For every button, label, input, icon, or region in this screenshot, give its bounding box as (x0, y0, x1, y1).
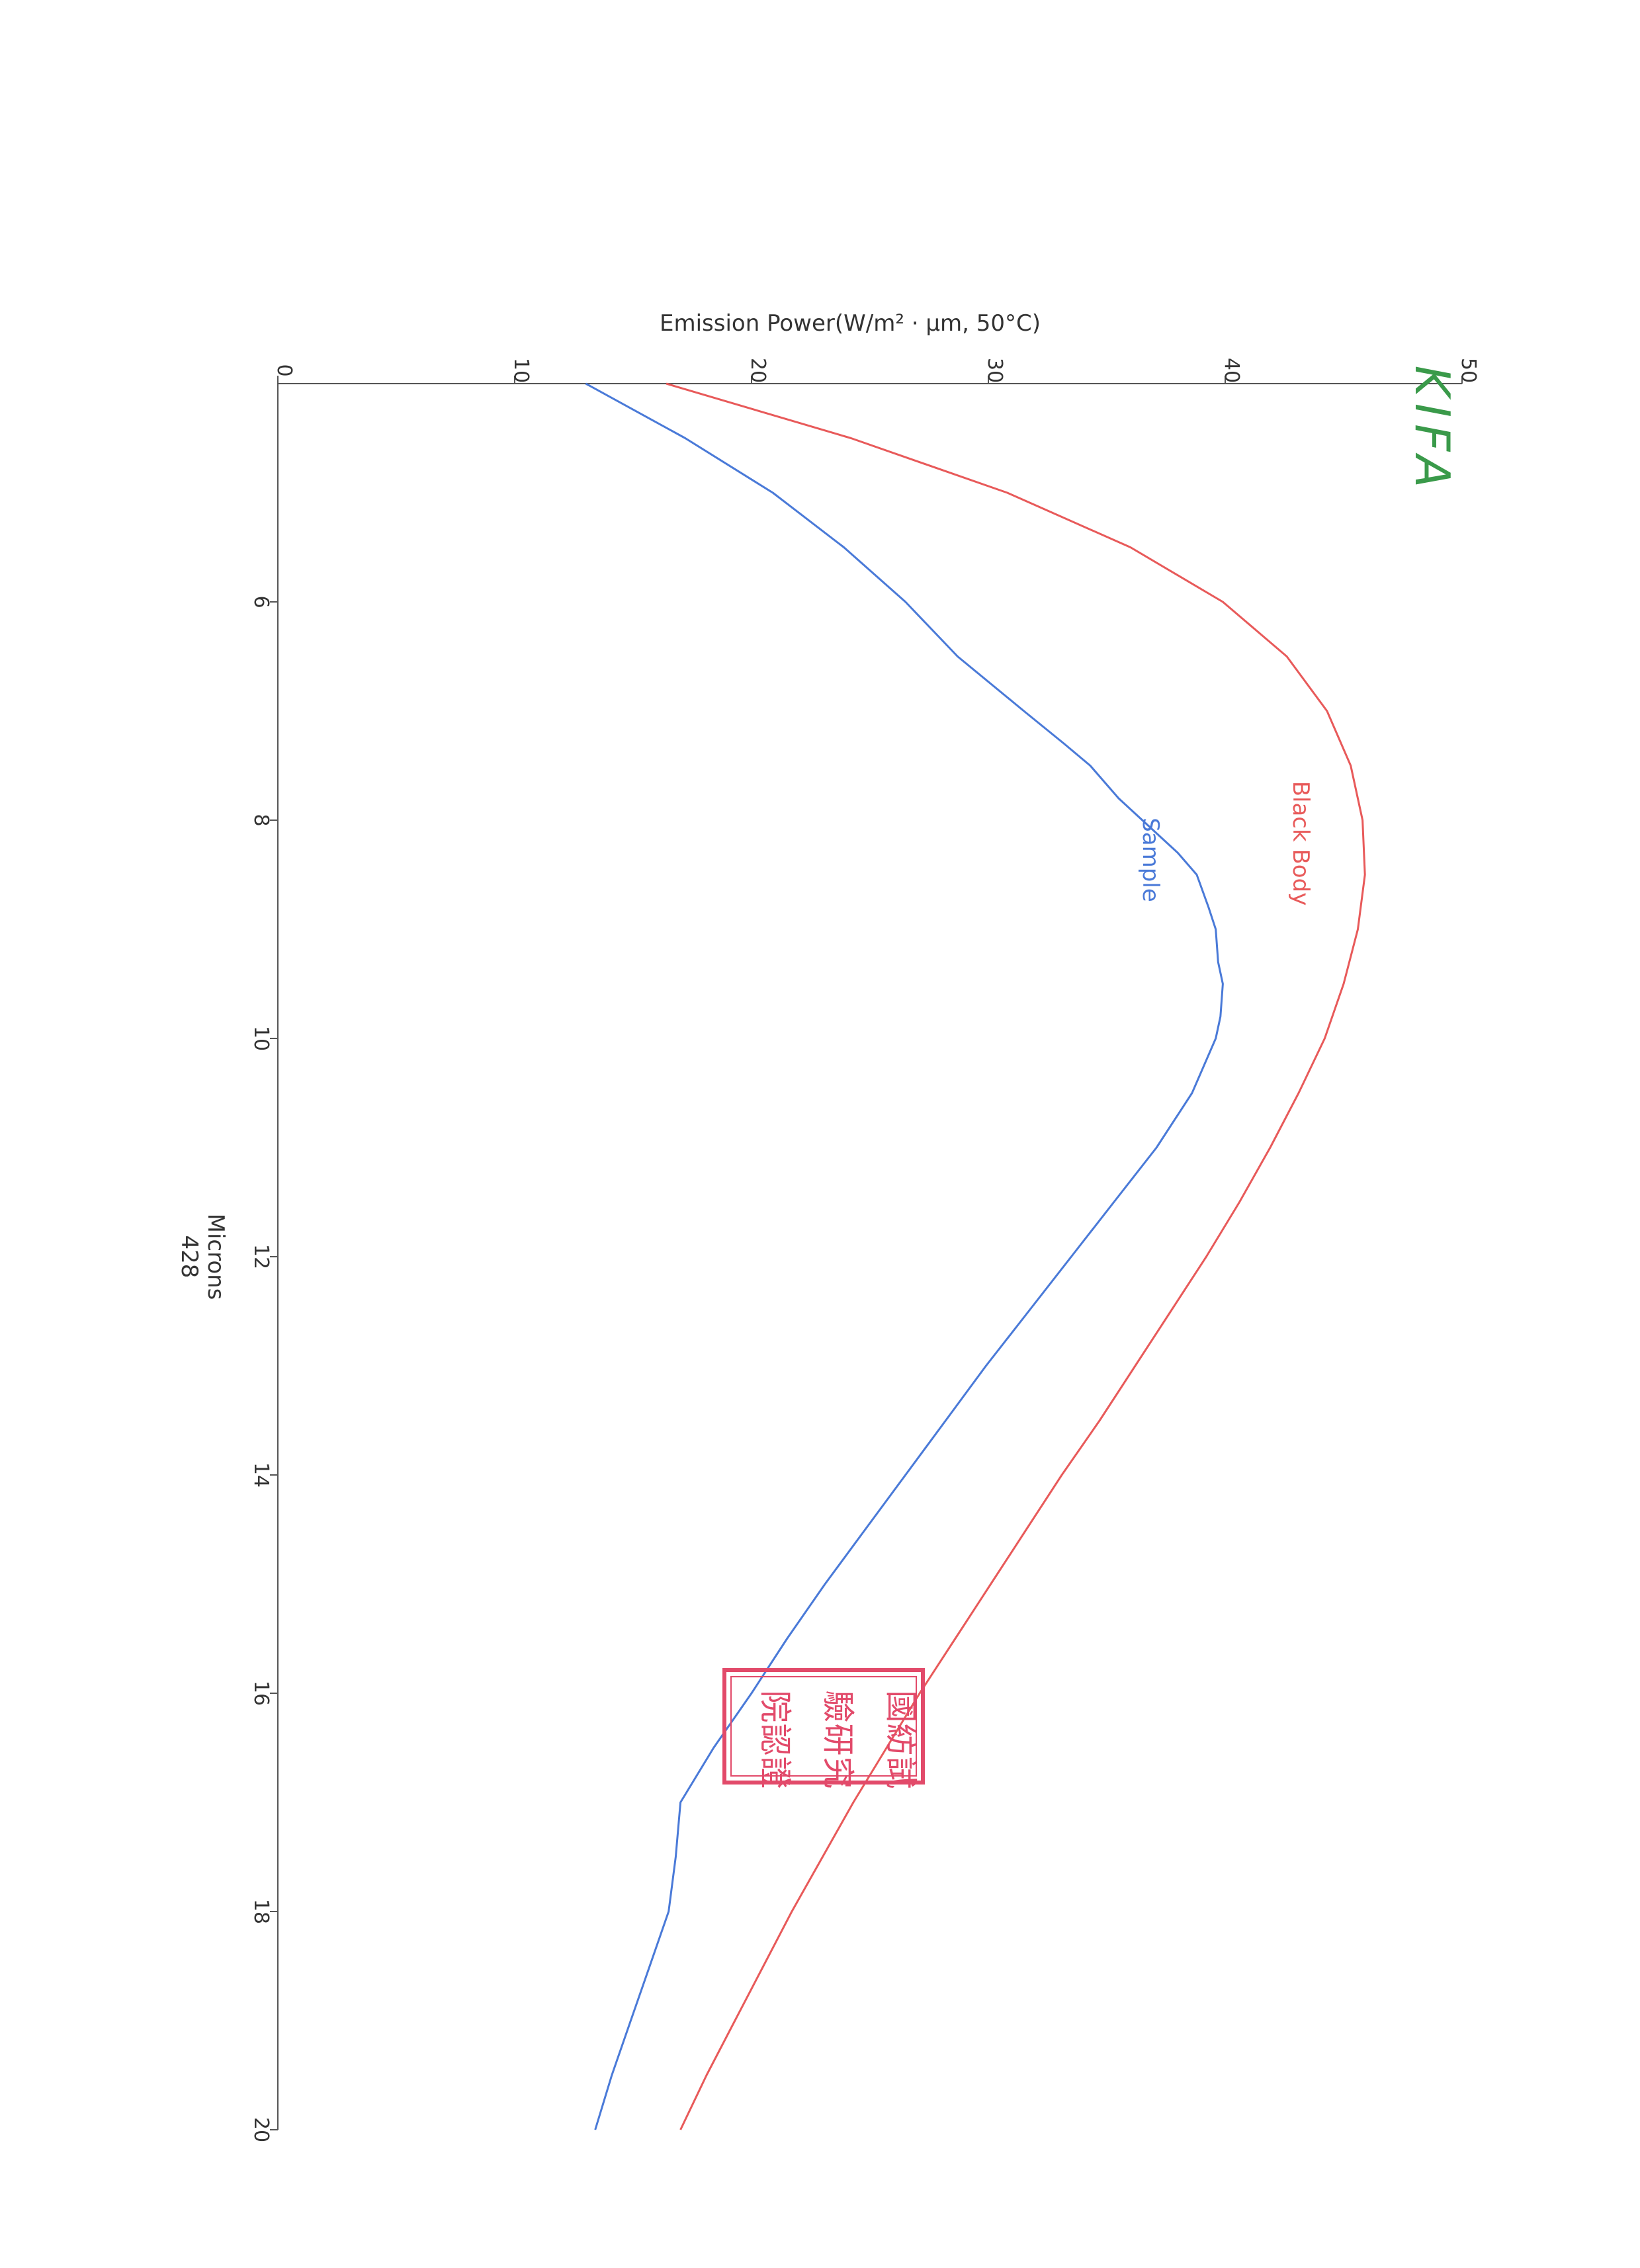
micron-tick-label: 10 (249, 1026, 273, 1051)
micron-tick-label: 8 (249, 814, 273, 826)
chart-series (585, 382, 1366, 2130)
stamp-inner-border (730, 1676, 917, 1777)
stamp-glyph: 驗 (819, 1690, 857, 1722)
kifa-logo-text: KIFA (1404, 366, 1460, 495)
stamp-glyph: 認 (756, 1723, 794, 1755)
x-axis-title: Microns (202, 1214, 229, 1300)
power-tick-label: 20 (746, 358, 769, 383)
micron-tick-label: 18 (249, 1899, 273, 1924)
power-tick-label: 30 (983, 358, 1006, 383)
power-tick-label: 40 (1220, 358, 1243, 383)
micron-tick-label: 14 (249, 1462, 273, 1488)
y-axis-title: Emission Power(W/m² · μm, 50°C) (660, 310, 1041, 337)
chart-ticks: 0 10 20 30 40 50 6 8 10 12 14 16 18 20 (249, 358, 1480, 2142)
sample-curve (585, 382, 1224, 2130)
chart-labels: Emission Power(W/m² · μm, 50°C) Microns42… (176, 310, 1314, 1300)
kifa-logo: KIFA (1404, 366, 1460, 495)
micron-tick-label: 12 (249, 1244, 273, 1269)
stamp-glyph: 院 (756, 1690, 794, 1722)
micron-tick-label: 6 (249, 595, 273, 608)
chart-axes (277, 383, 1462, 2130)
stamp-glyph: 紡 (882, 1723, 920, 1755)
stamp-border (722, 1668, 925, 1785)
sample-label: Sample (1137, 818, 1164, 902)
x-axis-subtitle: 428 (176, 1236, 202, 1279)
black-body-label: Black Body (1287, 781, 1314, 906)
power-tick-label: 50 (1457, 358, 1480, 383)
micron-tick-label: 16 (249, 1681, 273, 1706)
stamp-glyph: 證 (756, 1756, 794, 1788)
stamp-glyph: 研 (819, 1723, 857, 1755)
stamp-glyph: 試 (882, 1756, 920, 1788)
stamp-glyph: 究 (819, 1756, 857, 1788)
inspection-stamp: 國紡試 驗研究 院認證 (722, 1668, 925, 1789)
power-tick-label: 10 (509, 358, 533, 383)
black-body-curve (666, 382, 1366, 2130)
stamp-glyph: 國 (882, 1690, 920, 1722)
stamp-glyphs: 國紡試 驗研究 院認證 (756, 1690, 920, 1788)
micron-tick-label: 20 (249, 2117, 273, 2142)
power-tick-label: 0 (273, 364, 296, 376)
